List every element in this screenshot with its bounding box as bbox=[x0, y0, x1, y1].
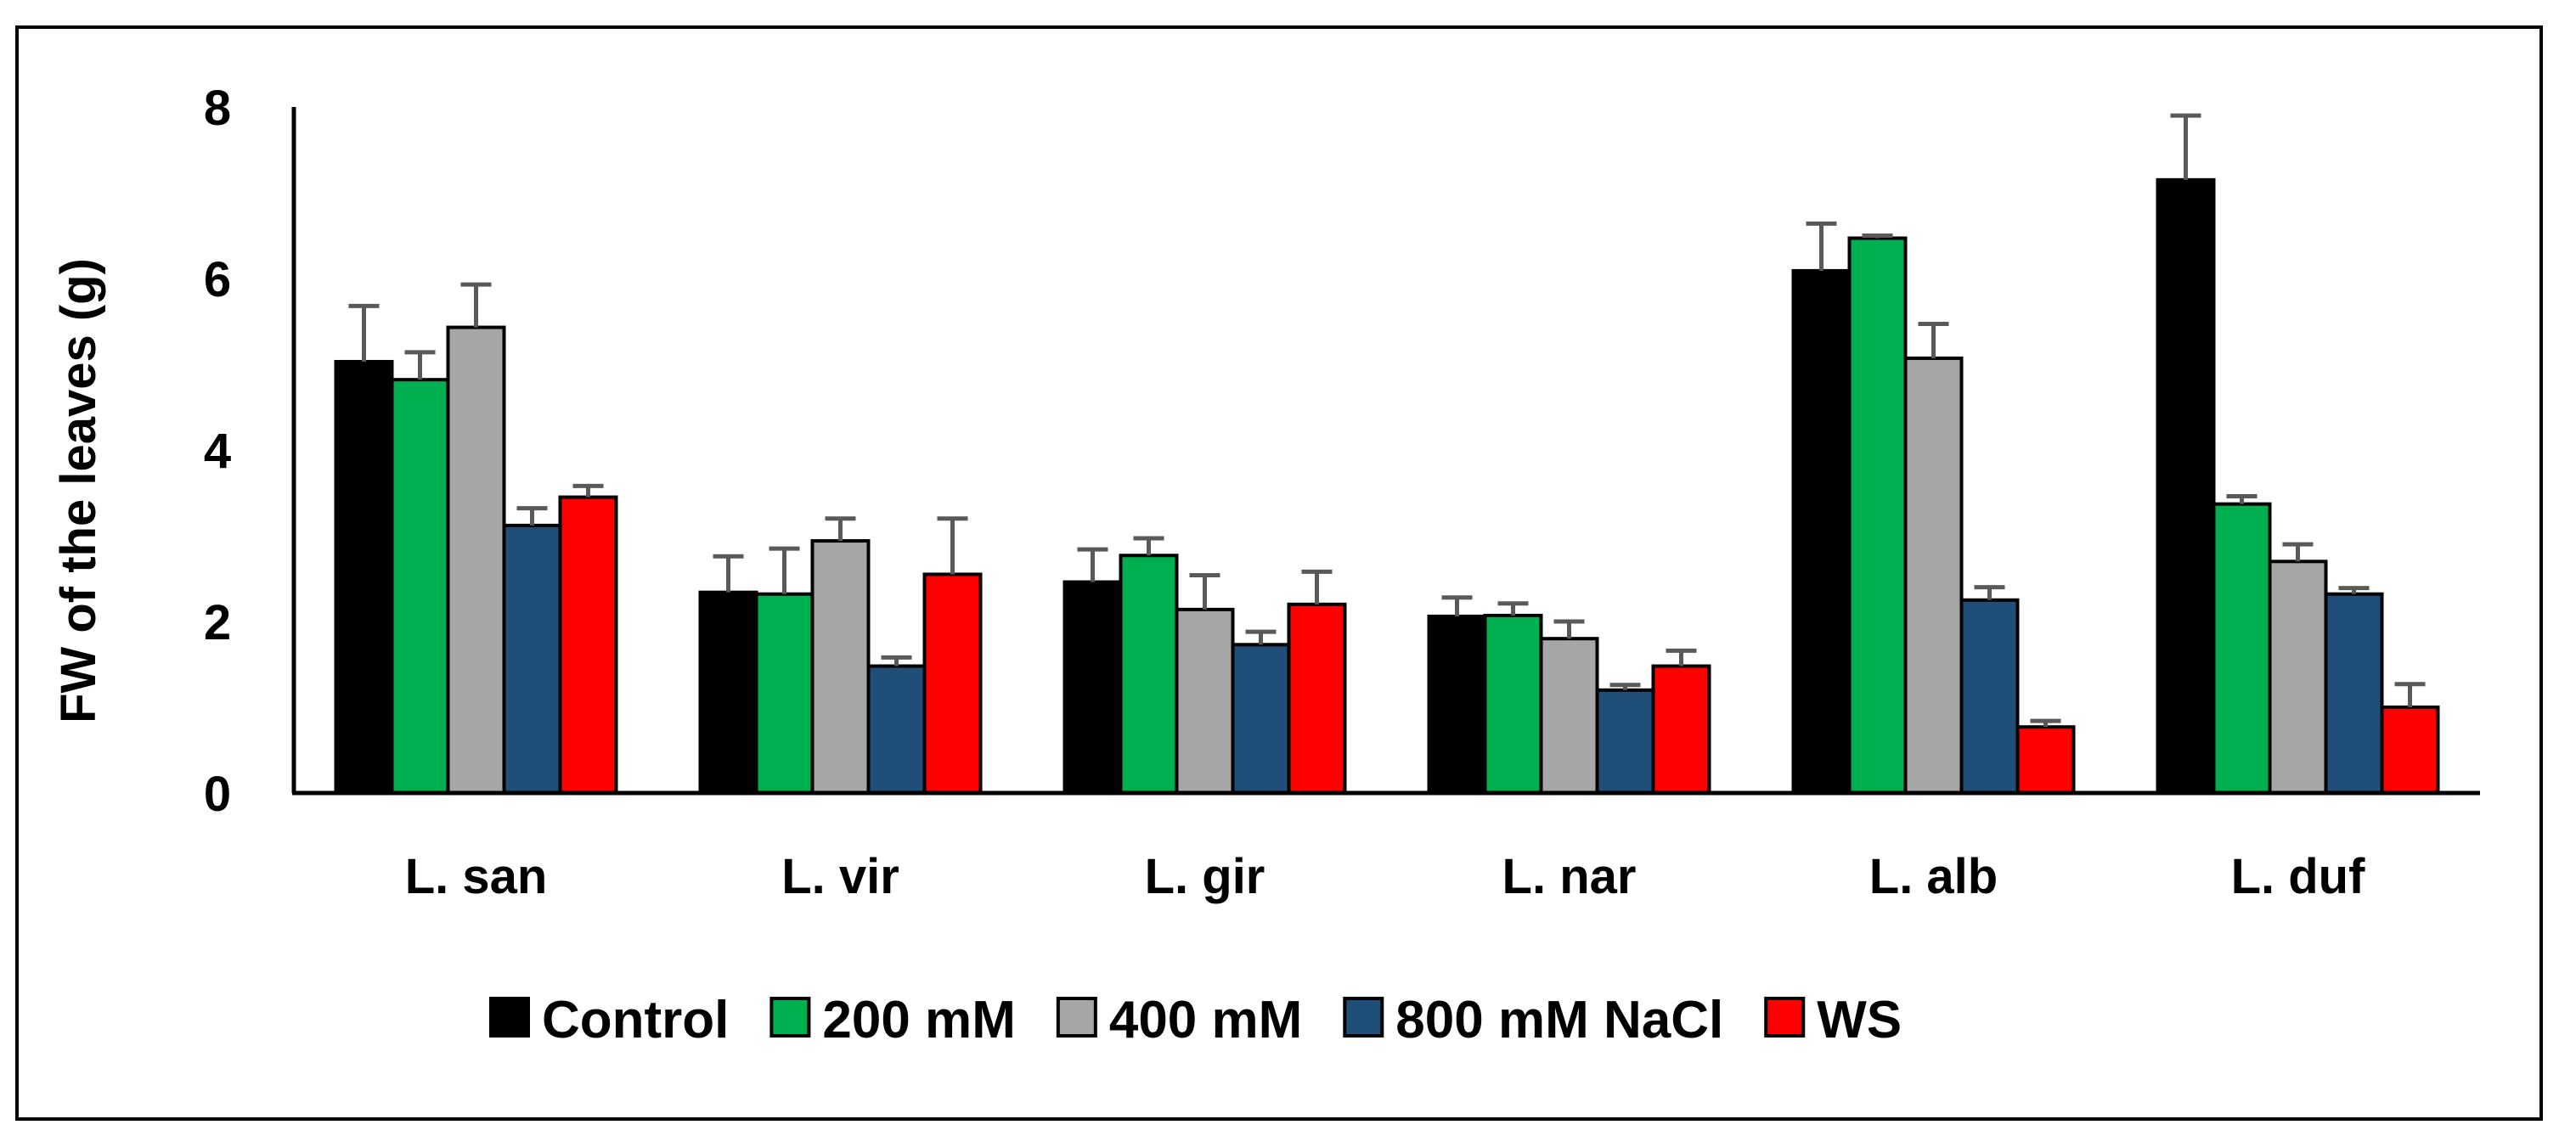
x-tick-label: L. gir bbox=[1145, 849, 1265, 904]
bar-400-mm-l-duf bbox=[2268, 560, 2328, 795]
bar-400-mm-l-gir bbox=[1175, 607, 1235, 795]
bar-400-mm-l-nar bbox=[1539, 637, 1599, 796]
bar-800-mm-nacl-l-alb bbox=[1959, 598, 2020, 795]
legend-label: Control bbox=[542, 991, 729, 1049]
error-bar bbox=[1862, 233, 1893, 239]
legend-label: WS bbox=[1817, 991, 1902, 1049]
legend-label: 800 mM NaCl bbox=[1395, 991, 1723, 1049]
error-bar bbox=[516, 506, 548, 526]
error-bar bbox=[348, 303, 380, 362]
legend-swatch bbox=[489, 997, 530, 1038]
error-bar bbox=[2282, 542, 2314, 562]
bar-ws-l-gir bbox=[1287, 602, 1347, 795]
bar-800-mm-nacl-l-san bbox=[502, 523, 562, 795]
error-bar bbox=[937, 516, 968, 575]
legend-swatch bbox=[1764, 997, 1806, 1038]
bar-ws-l-duf bbox=[2380, 706, 2440, 795]
legend-item-800-mm-nacl: 800 mM NaCl bbox=[1343, 991, 1723, 1049]
bar-200-mm-l-duf bbox=[2212, 502, 2272, 795]
error-bar bbox=[1441, 595, 1473, 616]
error-bar bbox=[2338, 586, 2370, 594]
error-bar bbox=[1609, 683, 1641, 690]
error-bar bbox=[1133, 536, 1164, 556]
bar-ws-l-alb bbox=[2015, 725, 2076, 795]
bar-ws-l-san bbox=[558, 495, 618, 795]
bar-control-l-gir bbox=[1063, 580, 1123, 795]
x-tick-label: L. vir bbox=[781, 849, 899, 904]
legend-item-ws: WS bbox=[1764, 991, 1902, 1049]
legend: Control 200 mM 400 mM 800 mM NaCl WS bbox=[489, 991, 1902, 1049]
bar-control-l-san bbox=[334, 359, 394, 795]
error-bar bbox=[2030, 718, 2061, 728]
x-tick-label: L. san bbox=[405, 849, 548, 904]
error-bar bbox=[404, 350, 436, 380]
bar-400-mm-l-san bbox=[446, 325, 506, 795]
bar-ws-l-vir bbox=[922, 572, 983, 795]
legend-swatch bbox=[1343, 997, 1384, 1038]
error-bar bbox=[1806, 221, 1837, 271]
error-bar bbox=[1189, 572, 1220, 610]
error-bar bbox=[713, 554, 744, 593]
y-ticks-group: 0 2 4 6 8 bbox=[204, 81, 231, 822]
error-bar bbox=[825, 516, 856, 542]
error-bar bbox=[881, 655, 912, 666]
bar-control-l-duf bbox=[2156, 177, 2216, 796]
bar-800-mm-nacl-l-duf bbox=[2324, 592, 2384, 795]
legend-swatch bbox=[769, 997, 811, 1038]
bars-group bbox=[334, 177, 2440, 796]
error-bar bbox=[2170, 113, 2201, 180]
x-tick-label: L. nar bbox=[1502, 849, 1637, 904]
error-bar bbox=[460, 282, 492, 328]
y-tick-label: 0 bbox=[204, 767, 231, 822]
error-bar bbox=[1301, 569, 1333, 605]
x-tick-label: L. alb bbox=[1869, 849, 1998, 904]
bar-800-mm-nacl-l-gir bbox=[1231, 643, 1291, 796]
y-tick-label: 6 bbox=[204, 252, 231, 307]
bar-800-mm-nacl-l-vir bbox=[866, 664, 927, 796]
y-tick-label: 8 bbox=[204, 81, 231, 136]
bar-control-l-nar bbox=[1427, 614, 1487, 795]
error-bar bbox=[2226, 494, 2258, 504]
error-bar bbox=[1245, 629, 1277, 645]
error-bar bbox=[572, 483, 604, 498]
bar-ws-l-nar bbox=[1651, 664, 1711, 796]
bar-control-l-alb bbox=[1791, 268, 1852, 796]
bar-200-mm-l-alb bbox=[1847, 236, 1908, 795]
legend-item-400-mm: 400 mM bbox=[1056, 991, 1302, 1049]
axes-group bbox=[291, 107, 2480, 796]
error-bar bbox=[769, 546, 800, 594]
y-axis-title: FW of the leaves (g) bbox=[51, 258, 106, 723]
bar-800-mm-nacl-l-nar bbox=[1595, 688, 1655, 795]
bar-control-l-vir bbox=[698, 590, 758, 795]
error-bar bbox=[1077, 547, 1108, 582]
legend-label: 200 mM bbox=[822, 991, 1015, 1049]
error-bar bbox=[1666, 648, 1697, 666]
error-bar bbox=[1974, 585, 2005, 600]
legend-item-200-mm: 200 mM bbox=[769, 991, 1016, 1049]
error-bar bbox=[1497, 601, 1529, 616]
bar-200-mm-l-nar bbox=[1483, 613, 1543, 795]
legend-label: 400 mM bbox=[1109, 991, 1302, 1049]
bar-400-mm-l-alb bbox=[1903, 356, 1964, 795]
bar-200-mm-l-gir bbox=[1119, 554, 1179, 795]
legend-item-control: Control bbox=[489, 991, 729, 1049]
bar-200-mm-l-san bbox=[390, 378, 450, 795]
bar-200-mm-l-vir bbox=[754, 592, 815, 795]
y-tick-label: 2 bbox=[204, 595, 231, 650]
error-bars-group bbox=[348, 113, 2426, 728]
error-bar bbox=[1918, 322, 1949, 358]
x-tick-label: L. duf bbox=[2231, 849, 2366, 904]
bar-400-mm-l-vir bbox=[810, 539, 871, 795]
x-labels-group: L. san L. vir L. gir L. nar L. alb L. duf bbox=[405, 849, 2365, 904]
error-bar bbox=[2394, 682, 2426, 707]
error-bar bbox=[1553, 619, 1585, 639]
y-tick-label: 4 bbox=[204, 424, 231, 479]
legend-swatch bbox=[1056, 997, 1097, 1038]
